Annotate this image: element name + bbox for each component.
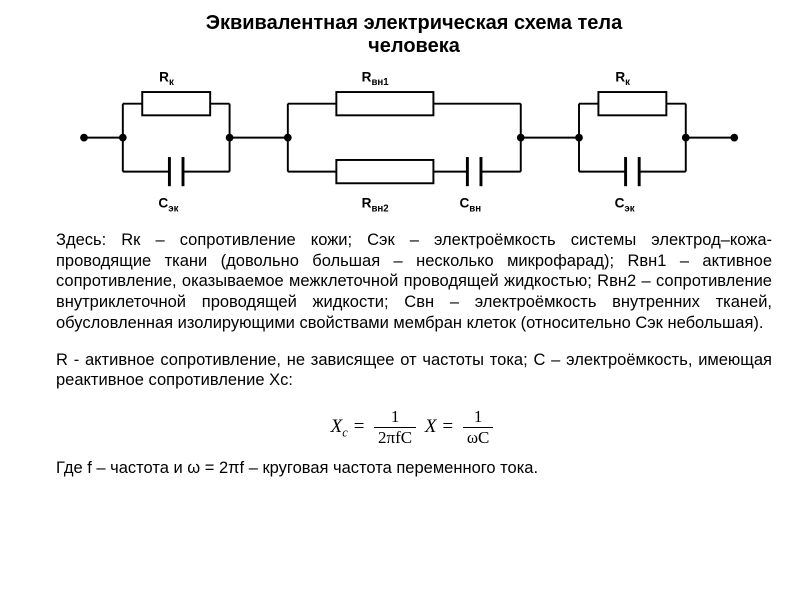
description-1: Здесь: Rк – сопротивление кожи; Сэк – эл… xyxy=(56,230,772,333)
formula-lhs-sub: c xyxy=(342,426,347,440)
label-rk-1: Rк xyxy=(159,69,174,88)
description-3: Где f – частота и ω = 2πf – круговая час… xyxy=(56,458,772,479)
formula-mid: X = xyxy=(425,416,454,437)
title-line-2: человека xyxy=(368,35,460,57)
label-cek-2: Сэк xyxy=(615,196,635,215)
label-rvn1: Rвн1 xyxy=(362,69,390,88)
label-rvn2: Rвн2 xyxy=(362,196,389,215)
title-line-1: Эквивалентная электрическая схема тела xyxy=(206,12,623,34)
label-rk-2: Rк xyxy=(615,69,630,88)
formula-frac-1: 1 2πfC xyxy=(374,407,416,448)
label-cvn: Свн xyxy=(459,196,481,215)
slide-title: Эквивалентная электрическая схема тела ч… xyxy=(56,12,772,58)
formula-block: Xc = 1 2πfC X = 1 ωC xyxy=(56,407,772,448)
formula-eq-1: = xyxy=(352,416,365,437)
circuit-diagram: Rк Сэк Rвн1 Rвн2 Свн Rк Сэк xyxy=(56,60,772,225)
formula-lhs: X xyxy=(331,416,343,437)
label-cek-1: Сэк xyxy=(158,196,178,215)
description-2: R - активное сопротивление, не зависящее… xyxy=(56,350,772,391)
formula-frac-2: 1 ωC xyxy=(463,407,494,448)
